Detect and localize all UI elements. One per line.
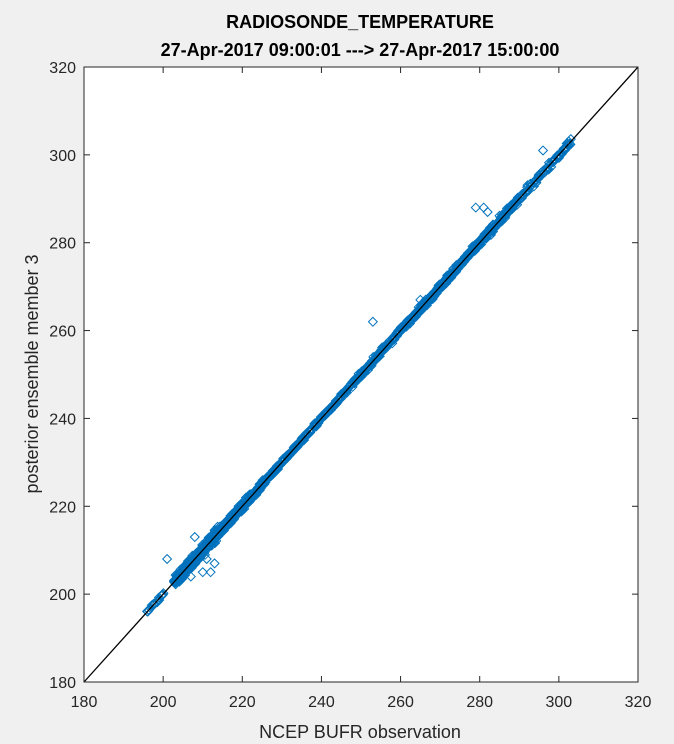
data-point [189, 531, 200, 543]
data-point [339, 388, 350, 399]
y-tick-label: 180 [49, 675, 76, 692]
data-point [556, 147, 567, 158]
axis-ticks: 180 200 220 240 260 280 300 320 180 200 220 240 260 2… [49, 60, 651, 711]
y-tick-label: 240 [49, 411, 76, 428]
x-tick-label: 320 [625, 694, 652, 711]
data-point [143, 605, 154, 616]
y-tick-label: 300 [49, 148, 76, 165]
data-point [520, 188, 531, 199]
data-point [367, 316, 378, 327]
data-point [201, 553, 212, 565]
data-point [197, 567, 208, 578]
data-point [209, 558, 220, 569]
y-axis-label: posterior ensemble member 3 [22, 254, 42, 493]
data-point [152, 595, 163, 606]
x-tick-label: 300 [546, 694, 573, 711]
data-point [161, 553, 173, 565]
x-tick-label: 240 [308, 694, 335, 711]
data-point [470, 202, 481, 213]
data-point [158, 588, 169, 599]
axes-box [83, 66, 639, 683]
y-tick-label: 220 [49, 499, 76, 516]
chart-subtitle: 27-Apr-2017 09:00:01 ---> 27-Apr-2017 15… [161, 40, 560, 60]
x-tick-label: 180 [71, 694, 98, 711]
x-axis-label: NCEP BUFR observation [259, 722, 461, 742]
x-tick-label: 280 [466, 694, 493, 711]
data-point [347, 381, 358, 393]
data-point [157, 589, 169, 600]
y-tick-label: 320 [49, 60, 76, 77]
data-point [554, 150, 566, 161]
data-point [415, 294, 426, 305]
data-point [205, 567, 216, 578]
data-point [289, 443, 301, 454]
data-point [284, 450, 295, 461]
chart-title: RADIOSONDE_TEMPERATURE [226, 12, 494, 32]
data-point [355, 369, 366, 380]
x-tick-label: 220 [229, 694, 256, 711]
y-tick-label: 280 [49, 236, 76, 253]
data-point [145, 603, 156, 614]
reference-line [83, 66, 639, 683]
data-point [482, 206, 493, 218]
data-point [543, 164, 554, 175]
data-point [537, 145, 549, 156]
y-tick-label: 260 [49, 324, 76, 341]
x-tick-label: 260 [387, 694, 414, 711]
data-point [185, 571, 196, 582]
y-tick-label: 200 [49, 587, 76, 604]
x-tick-label: 200 [150, 694, 177, 711]
